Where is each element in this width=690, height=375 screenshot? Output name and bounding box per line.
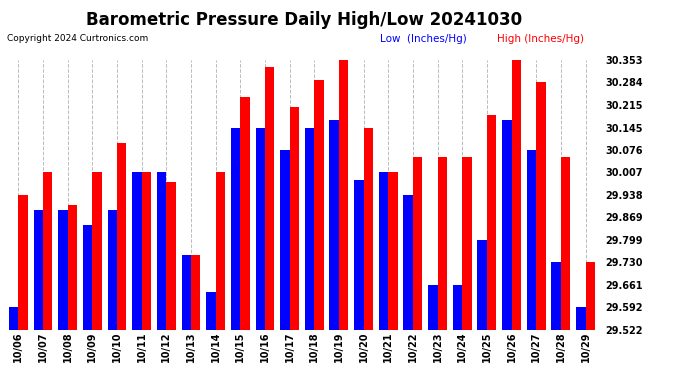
Bar: [453, 285, 462, 330]
Bar: [462, 158, 471, 330]
Text: High (Inches/Hg): High (Inches/Hg): [497, 34, 584, 44]
Bar: [255, 128, 265, 330]
Bar: [388, 172, 397, 330]
Bar: [191, 255, 200, 330]
Bar: [157, 172, 166, 330]
Bar: [83, 225, 92, 330]
Bar: [181, 255, 191, 330]
Bar: [43, 172, 52, 330]
Bar: [215, 172, 225, 330]
Bar: [290, 107, 299, 330]
Text: Barometric Pressure Daily High/Low 20241030: Barometric Pressure Daily High/Low 20241…: [86, 11, 522, 29]
Bar: [314, 80, 324, 330]
Bar: [330, 120, 339, 330]
Bar: [437, 158, 447, 330]
Bar: [58, 210, 68, 330]
Bar: [305, 128, 314, 330]
Bar: [18, 195, 28, 330]
Bar: [9, 307, 18, 330]
Bar: [206, 292, 215, 330]
Bar: [280, 150, 290, 330]
Bar: [551, 262, 561, 330]
Bar: [526, 150, 536, 330]
Bar: [561, 158, 570, 330]
Bar: [108, 210, 117, 330]
Bar: [428, 285, 437, 330]
Bar: [141, 172, 151, 330]
Bar: [487, 115, 496, 330]
Bar: [240, 98, 250, 330]
Bar: [92, 172, 101, 330]
Bar: [265, 68, 274, 330]
Bar: [166, 183, 175, 330]
Bar: [404, 195, 413, 330]
Bar: [413, 158, 422, 330]
Bar: [536, 82, 546, 330]
Bar: [117, 142, 126, 330]
Bar: [364, 128, 373, 330]
Bar: [477, 240, 487, 330]
Bar: [132, 172, 141, 330]
Bar: [231, 128, 240, 330]
Bar: [354, 180, 364, 330]
Bar: [576, 307, 586, 330]
Bar: [586, 262, 595, 330]
Bar: [339, 60, 348, 330]
Text: Copyright 2024 Curtronics.com: Copyright 2024 Curtronics.com: [7, 34, 148, 43]
Bar: [502, 120, 511, 330]
Bar: [34, 210, 43, 330]
Bar: [68, 205, 77, 330]
Bar: [379, 172, 388, 330]
Bar: [511, 60, 521, 330]
Text: Low  (Inches/Hg): Low (Inches/Hg): [380, 34, 466, 44]
